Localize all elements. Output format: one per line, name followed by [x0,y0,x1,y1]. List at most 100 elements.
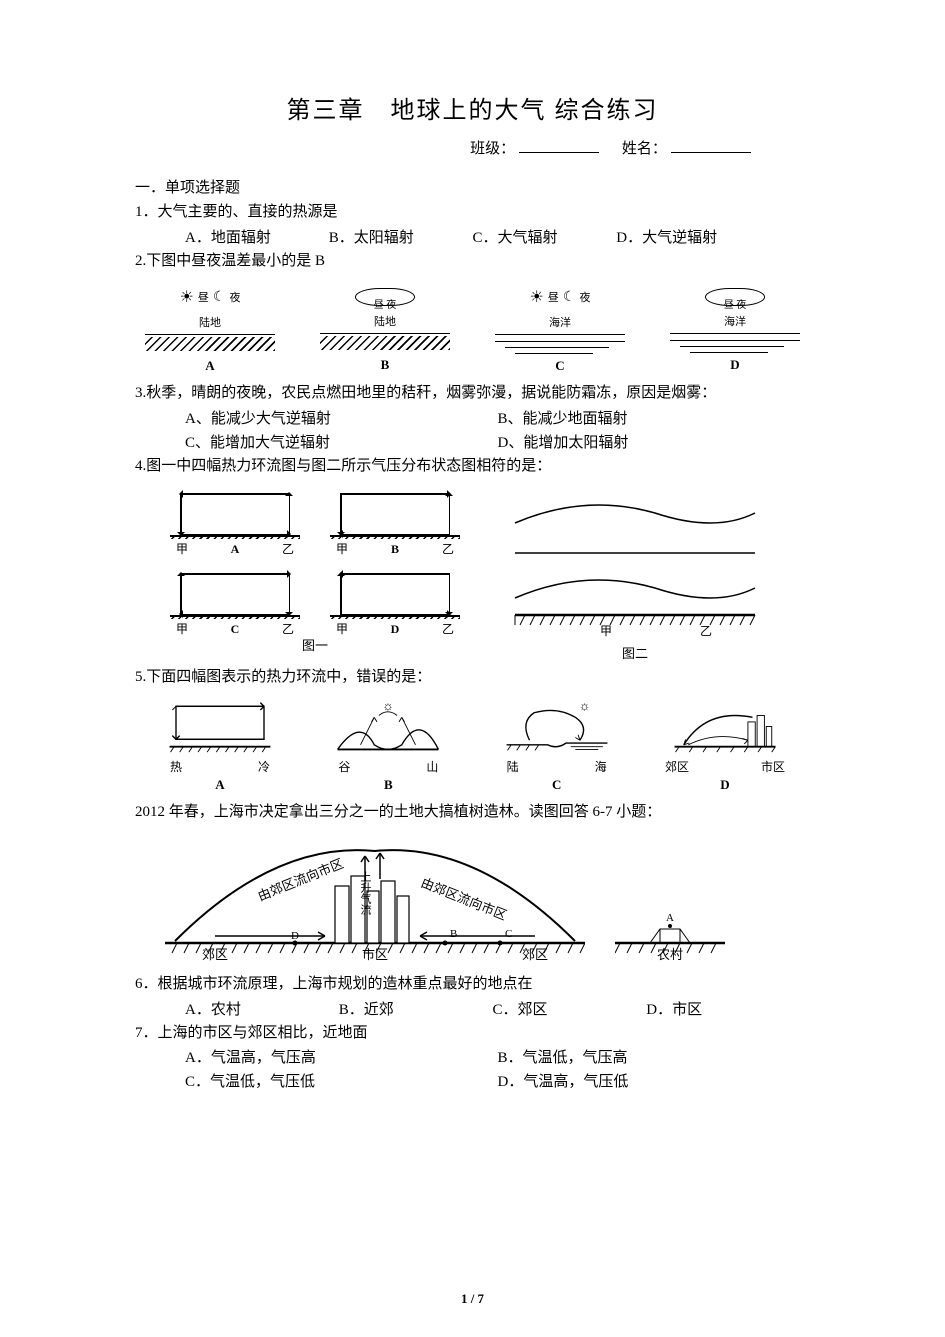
q3-optC: C、能增加大气逆辐射 [185,431,498,455]
q6-optA: A．农村 [185,998,335,1022]
q5-cell-C: ☼ 陆 海 C [482,699,632,793]
pressure-curves [505,483,765,643]
q7-text: 上海的市区与郊区相比，近地面 [158,1025,368,1041]
intro67: 2012 年春，上海市决定拿出三分之一的土地大搞植树造林。读图回答 6-7 小题… [135,801,810,824]
q4-diagram-row: 甲 A 乙 甲 B 乙 甲 C 乙 甲 D 乙 图一 [165,483,810,662]
up-label: 上升气流 [359,871,372,915]
svg-text:郊区: 郊区 [202,947,228,961]
q5B-letter: B [313,777,463,793]
q7-optD: D．气温高，气压低 [498,1070,811,1094]
q6-options: A．农村 B．近郊 C．郊区 D．市区 [135,998,810,1022]
q7: 7．上海的市区与郊区相比，近地面 [135,1022,810,1045]
q5A-cold: 冷 [258,758,270,775]
q5B-valley: 谷 [338,758,350,775]
q2-cell-C: 昼夜海洋C [495,282,625,374]
q5B-mtn: 山 [426,758,438,775]
q6-text: 根据城市环流原理，上海市规划的造林重点最好的地点在 [158,976,533,992]
svg-text:D: D [291,930,299,942]
q1-optB: B．太阳辐射 [329,226,469,250]
page-number: 1 / 7 [461,1291,484,1307]
q5C-letter: C [482,777,632,793]
q4-text: 图一中四幅热力环流图与图二所示气压分布状态图相符的是： [146,458,551,474]
city-diagram: 由郊区流向市区 由郊区流向市区 上升气流 D B C 郊区 市区 郊区 [165,831,585,961]
q7-optB: B．气温低，气压高 [498,1046,811,1070]
q5C-land: 陆 [507,758,519,775]
q7-num: 7． [135,1025,158,1041]
q2-num: 2. [135,253,146,269]
q1: 1．大气主要的、直接的热源是 [135,201,810,224]
city-diagram-row: 由郊区流向市区 由郊区流向市区 上升气流 D B C 郊区 市区 郊区 A 农村 [165,831,810,961]
q7-optA: A．气温高，气压高 [185,1046,498,1070]
svg-text:A: A [666,912,674,924]
q1-options: A．地面辐射 B．太阳辐射 C．大气辐射 D．大气逆辐射 [135,226,810,250]
q6-optC: C．郊区 [493,998,643,1022]
q1-optA: A．地面辐射 [185,226,325,250]
svg-text:市区: 市区 [362,947,388,961]
q2-cell-B: 昼 夜陆地B [320,282,450,374]
q5D-suburb: 郊区 [665,758,689,775]
svg-text:☼: ☼ [578,699,590,713]
q5C-sea: 海 [595,758,607,775]
q5D-city: 市区 [761,758,785,775]
name-blank [671,152,751,153]
q3-text: 秋季，晴朗的夜晚，农民点燃田地里的秸秆，烟雾弥漫，据说能防霜冻，原因是烟雾： [146,385,716,401]
class-label: 班级： [470,141,515,157]
q2: 2.下图中昼夜温差最小的是 B [135,250,810,273]
q3-optA: A、能减少大气逆辐射 [185,407,498,431]
q3: 3.秋季，晴朗的夜晚，农民点燃田地里的秸秆，烟雾弥漫，据说能防霜冻，原因是烟雾： [135,382,810,405]
q4-num: 4. [135,458,146,474]
q3-options: A、能减少大气逆辐射C、能增加大气逆辐射 B、能减少地面辐射D、能增加太阳辐射 [135,407,810,455]
q5-num: 5. [135,669,146,685]
village-diagram: A 农村 [615,891,725,961]
q4-fig2-label: 图二 [505,643,765,662]
q6-num: 6． [135,976,158,992]
q1-optC: C．大气辐射 [473,226,613,250]
q4-cell-C: 甲 C 乙 [170,563,300,633]
q3-optB: B、能减少地面辐射 [498,407,811,431]
q5-cell-A: 热 冷 A [145,699,295,793]
q2-text: 下图中昼夜温差最小的是 B [146,253,325,269]
class-blank [519,152,599,153]
q4-cell-D: 甲 D 乙 [330,563,460,633]
q6-optD: D．市区 [646,998,796,1022]
q1-optD: D．大气逆辐射 [616,226,756,250]
svg-text:B: B [450,928,457,940]
q7-options: A．气温高，气压高C．气温低，气压低 B．气温低，气压高D．气温高，气压低 [135,1046,810,1094]
q4-fig2: 甲 乙 图二 [505,483,765,662]
q4: 4.图一中四幅热力环流图与图二所示气压分布状态图相符的是： [135,455,810,478]
q1-text: 大气主要的、直接的热源是 [158,204,338,220]
q3-num: 3. [135,385,146,401]
q2-diagram-row: 昼夜陆地A 昼 夜陆地B 昼夜海洋C 昼 夜海洋D [135,282,810,374]
svg-text:☼: ☼ [382,699,394,713]
q5-cell-B: ☼ 谷 山 B [313,699,463,793]
name-label: 姓名： [622,141,667,157]
svg-text:C: C [505,928,512,940]
q2-cell-A: 昼夜陆地A [145,282,275,374]
q5: 5.下面四幅图表示的热力环流中，错误的是： [135,666,810,689]
q6-optB: B．近郊 [339,998,489,1022]
q5-diagram-row: 热 冷 A ☼ 谷 山 B ☼ 陆 海 [135,699,810,793]
q4-fig1-label: 图一 [165,635,465,654]
flow-right: 由郊区流向市区 [419,875,509,923]
q7-optC: C．气温低，气压低 [185,1070,498,1094]
section-heading: 一．单项选择题 [135,176,810,197]
q5-text: 下面四幅图表示的热力环流中，错误的是： [146,669,431,685]
q4-fig2-labA: 甲 [600,622,612,639]
fill-line: 班级： 姓名： [135,137,810,158]
q5-cell-D: 郊区 市区 D [650,699,800,793]
q4-cell-B: 甲 B 乙 [330,483,460,553]
q5D-letter: D [650,777,800,793]
flow-left: 由郊区流向市区 [256,856,346,904]
q5A-hot: 热 [170,758,182,775]
q3-optD: D、能增加太阳辐射 [498,431,811,455]
q6: 6．根据城市环流原理，上海市规划的造林重点最好的地点在 [135,973,810,996]
svg-text:郊区: 郊区 [522,947,548,961]
q4-fig2-labB: 乙 [700,622,712,639]
q4-fig1: 甲 A 乙 甲 B 乙 甲 C 乙 甲 D 乙 图一 [165,483,465,662]
q5A-letter: A [145,777,295,793]
svg-text:农村: 农村 [657,947,683,961]
page-title: 第三章 地球上的大气 综合练习 [135,90,810,125]
q1-num: 1． [135,204,158,220]
q2-cell-D: 昼 夜海洋D [670,282,800,374]
q4-cell-A: 甲 A 乙 [170,483,300,553]
